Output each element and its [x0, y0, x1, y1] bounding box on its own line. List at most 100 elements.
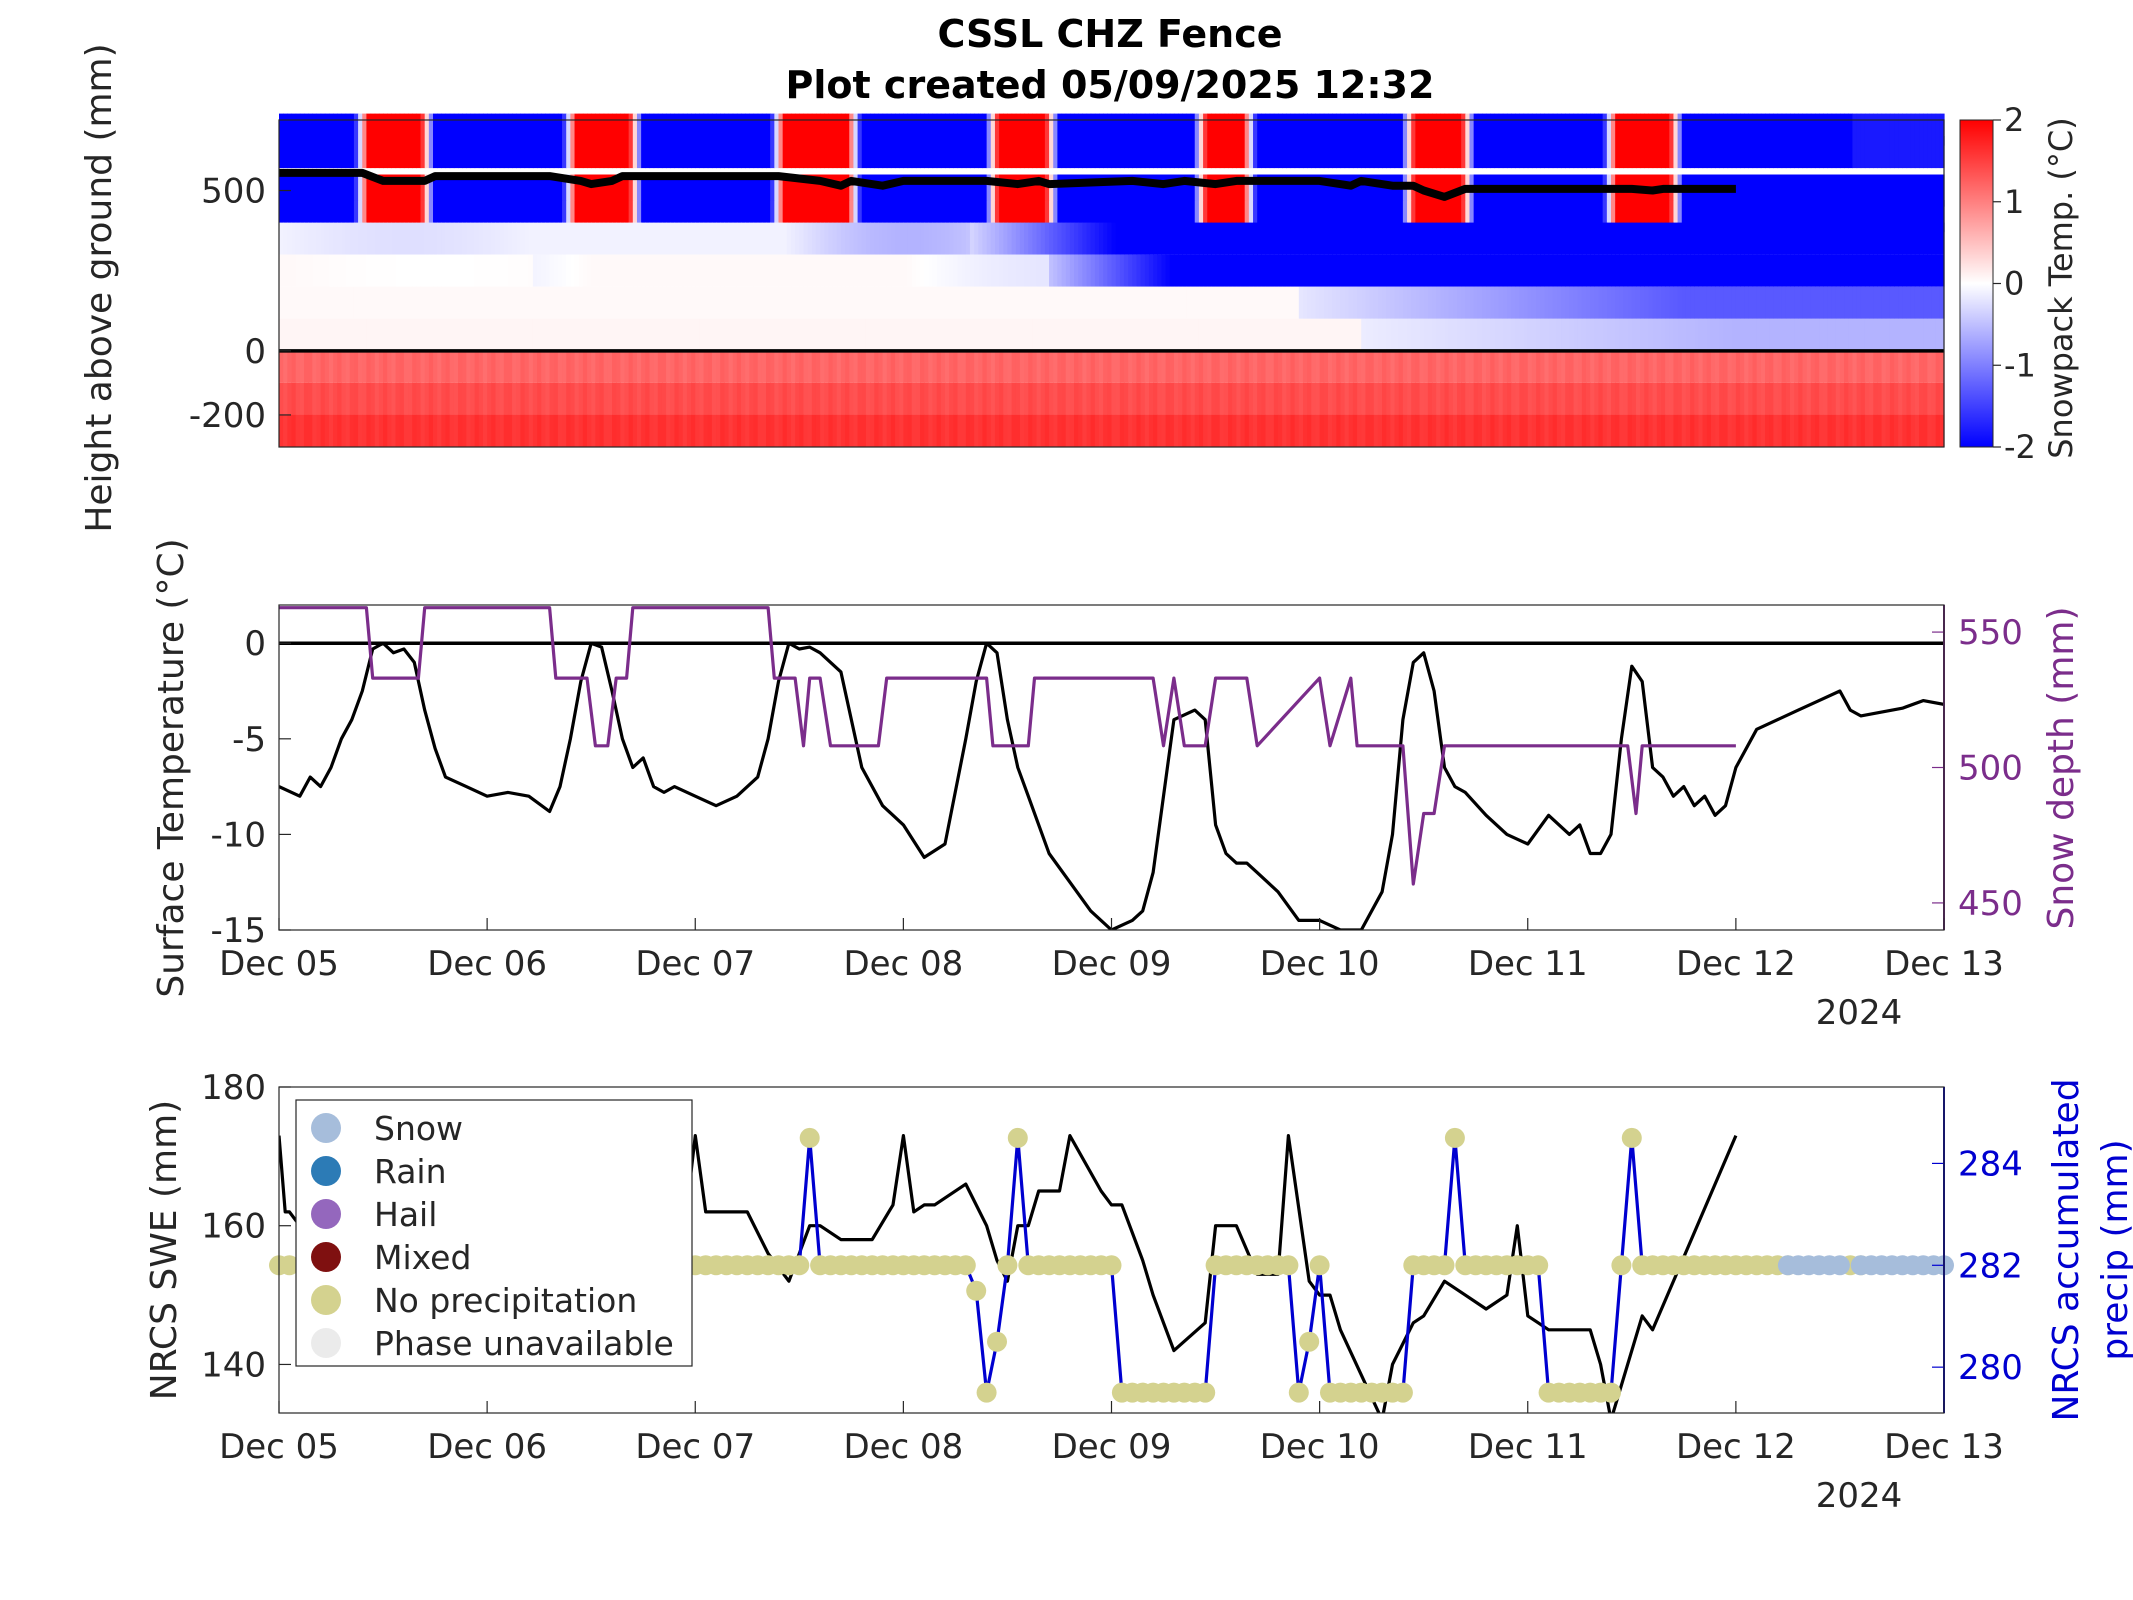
- heatmap-cell: [1531, 414, 1537, 447]
- heatmap-cell: [936, 254, 942, 287]
- heatmap-cell: [1373, 254, 1379, 287]
- heatmap-cell: [1648, 200, 1654, 233]
- heatmap-cell: [1598, 318, 1604, 351]
- heatmap-cell: [1756, 174, 1762, 207]
- heatmap-cell: [1548, 318, 1554, 351]
- heatmap-cell: [1290, 382, 1296, 415]
- heatmap-cell: [782, 113, 788, 146]
- heatmap-cell: [1099, 174, 1104, 207]
- heatmap-cell: [1710, 254, 1716, 287]
- heatmap-cell: [1594, 136, 1600, 169]
- heatmap-cell: [807, 200, 813, 233]
- heatmap-cell: [1769, 350, 1774, 383]
- heatmap-cell: [391, 174, 397, 207]
- heatmap-cell: [1024, 350, 1029, 383]
- heatmap-cell: [528, 113, 534, 146]
- heatmap-cell: [299, 350, 305, 383]
- heatmap-cell: [1702, 254, 1708, 287]
- heatmap-cell: [1265, 222, 1271, 255]
- heatmap-cell: [528, 254, 534, 287]
- heatmap-cell: [1644, 200, 1650, 233]
- heatmap-cell: [474, 200, 480, 233]
- heatmap-cell: [1644, 113, 1650, 146]
- heatmap-cell: [636, 254, 642, 287]
- heatmap-cell: [370, 286, 376, 319]
- heatmap-cell: [420, 350, 426, 383]
- heatmap-cell: [1935, 136, 1941, 169]
- heatmap-cell: [466, 174, 472, 207]
- heatmap-cell: [1677, 200, 1683, 233]
- heatmap-cell: [853, 254, 859, 287]
- heatmap-cell: [603, 113, 609, 146]
- heatmap-cell: [969, 286, 975, 319]
- heatmap-cell: [612, 222, 617, 255]
- heatmap-cell: [795, 222, 800, 255]
- heatmap-cell: [366, 382, 372, 415]
- heatmap-cell: [395, 382, 401, 415]
- heatmap-cell: [757, 318, 763, 351]
- heatmap-cell: [570, 174, 576, 207]
- heatmap-cell: [1935, 414, 1941, 447]
- heatmap-cell: [940, 113, 946, 146]
- heatmap-cell: [1723, 318, 1729, 351]
- heatmap-cell: [1502, 318, 1508, 351]
- heatmap-cell: [1814, 136, 1820, 169]
- heatmap-cell: [620, 286, 626, 319]
- heatmap-cell: [1635, 113, 1641, 146]
- heatmap-cell: [1357, 113, 1362, 146]
- heatmap-cell: [1640, 350, 1645, 383]
- heatmap-cell: [928, 254, 934, 287]
- heatmap-cell: [1677, 318, 1683, 351]
- heatmap-cell: [895, 136, 900, 169]
- heatmap-cell: [603, 222, 609, 255]
- heatmap-cell: [632, 318, 638, 351]
- heatmap-cell: [1373, 136, 1379, 169]
- heatmap-cell: [1819, 414, 1824, 447]
- heatmap-cell: [595, 382, 601, 415]
- heatmap-cell: [1798, 254, 1804, 287]
- heatmap-cell: [1706, 286, 1712, 319]
- heatmap-cell: [691, 200, 696, 233]
- heatmap-cell: [757, 113, 763, 146]
- heatmap-cell: [591, 382, 596, 415]
- heatmap-cell: [1710, 200, 1716, 233]
- heatmap-cell: [320, 113, 326, 146]
- heatmap-cell: [1798, 286, 1804, 319]
- heatmap-cell: [1427, 200, 1433, 233]
- heatmap-cell: [1590, 200, 1595, 233]
- heatmap-cell: [1211, 318, 1217, 351]
- heatmap-cell: [341, 414, 347, 447]
- heatmap-cell: [403, 382, 409, 415]
- heatmap-cell: [1814, 174, 1820, 207]
- heatmap-cell: [1261, 318, 1267, 351]
- heatmap-cell: [1715, 318, 1720, 351]
- heatmap-cell: [965, 113, 971, 146]
- heatmap-cell: [516, 136, 522, 169]
- heatmap-cell: [628, 113, 634, 146]
- heatmap-cell: [499, 318, 505, 351]
- heatmap-cell: [1169, 174, 1175, 207]
- heatmap-cell: [703, 318, 709, 351]
- heatmap-cell: [1623, 254, 1629, 287]
- heatmap-cell: [512, 414, 517, 447]
- heatmap-cell: [1931, 200, 1937, 233]
- heatmap-cell: [1036, 414, 1042, 447]
- heatmap-cell: [428, 113, 434, 146]
- heatmap-cell: [682, 382, 688, 415]
- heatmap-cell: [1477, 136, 1483, 169]
- heatmap-cell: [1240, 382, 1246, 415]
- heatmap-cell: [749, 222, 755, 255]
- heatmap-cell: [1660, 382, 1666, 415]
- heatmap-cell: [645, 200, 651, 233]
- heatmap-cell: [836, 200, 842, 233]
- heatmap-cell: [1860, 382, 1866, 415]
- heatmap-cell: [982, 254, 988, 287]
- heatmap-cell: [886, 136, 892, 169]
- heatmap-cell: [1852, 350, 1858, 383]
- heatmap-cell: [507, 318, 513, 351]
- heatmap-cell: [1685, 286, 1691, 319]
- heatmap-cell: [1415, 382, 1421, 415]
- heatmap-cell: [1352, 174, 1358, 207]
- heatmap-cell: [920, 254, 925, 287]
- heatmap-cell: [1369, 174, 1375, 207]
